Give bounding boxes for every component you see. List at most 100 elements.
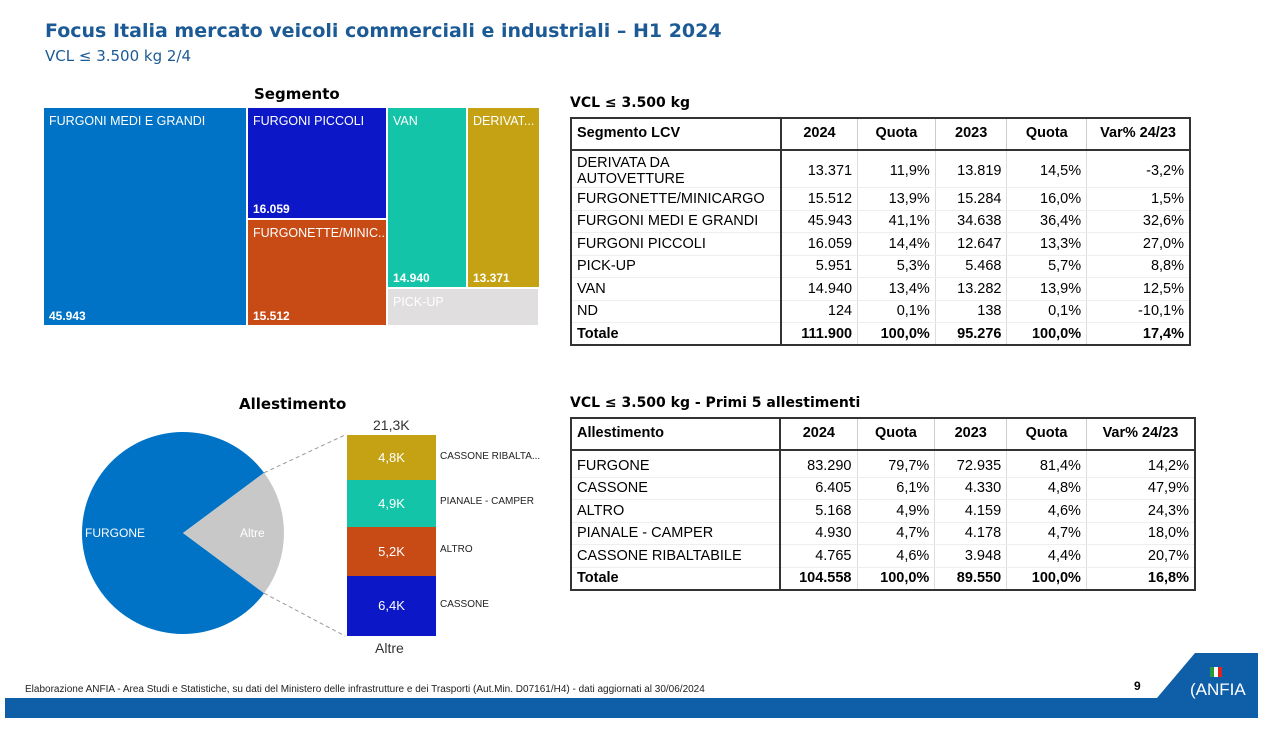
table-cell: 4,4% <box>1006 544 1087 568</box>
table-cell: 41,1% <box>857 210 936 233</box>
column-header[interactable]: Quota <box>857 118 936 151</box>
treemap-cell-label: FURGONI PICCOLI <box>253 114 365 128</box>
table-total-row: Totale 111.900 100,0% 95.276 100,0% 17,4% <box>571 322 1191 346</box>
breakdown-segment[interactable]: 6,4K <box>347 575 436 636</box>
column-header[interactable]: Var% 24/23 <box>1086 118 1191 151</box>
table-row: ND 124 0,1% 138 0,1% -10,1% <box>571 300 1191 323</box>
pie-slice[interactable] <box>82 432 265 634</box>
table-row: CASSONE RIBALTABILE 4.765 4,6% 3.948 4,4% 20,… <box>571 544 1196 568</box>
breakdown-segment[interactable]: 4,9K <box>347 480 436 527</box>
table-cell: 27,0% <box>1086 232 1191 256</box>
treemap-cell-value: 13.371 <box>473 271 510 285</box>
treemap-cell[interactable]: FURGONI MEDI E GRANDI 45.943 <box>44 108 246 325</box>
treemap-cell-value: 14.940 <box>393 271 430 285</box>
table-cell: 13,4% <box>857 277 936 301</box>
table-cell: 24,3% <box>1086 499 1196 523</box>
table-cell: 111.900 <box>780 322 859 346</box>
table-cell: 6.405 <box>780 477 858 500</box>
table-cell: 14,2% <box>1086 450 1196 478</box>
table-cell: 5.951 <box>780 255 859 278</box>
column-header[interactable]: Quota <box>857 418 936 451</box>
table-cell: 124 <box>780 300 859 323</box>
table-cell: 12,5% <box>1086 277 1191 301</box>
table-cell: 100,0% <box>857 566 936 590</box>
column-header[interactable]: 2024 <box>780 418 858 451</box>
breakdown-axis-label: Altre <box>375 640 404 656</box>
table-row: PIANALE - CAMPER 4.930 4,7% 4.178 4,7% 18,0% <box>571 522 1196 545</box>
column-header[interactable]: Allestimento <box>571 418 782 451</box>
column-header[interactable]: 2023 <box>934 418 1008 451</box>
table-cell: PICK-UP <box>571 255 782 278</box>
breakdown-segment-label: CASSONE RIBALTA... <box>440 450 541 462</box>
treemap-cell[interactable]: DERIVAT... 13.371 <box>468 108 539 287</box>
treemap-cell-label: DERIVAT... <box>473 114 535 128</box>
table-cell: 5,7% <box>1006 255 1088 278</box>
column-header[interactable]: 2023 <box>935 118 1008 151</box>
table-row: CASSONE 6.405 6,1% 4.330 4,8% 47,9% <box>571 477 1196 500</box>
treemap-cell[interactable]: VAN 14.940 <box>388 108 466 287</box>
treemap-title: Segmento <box>254 85 340 103</box>
table-cell: 5.168 <box>780 499 858 523</box>
treemap-cell[interactable]: PICK-UP <box>388 289 538 325</box>
table-cell: 17,4% <box>1086 322 1191 346</box>
footer-band <box>5 698 1255 718</box>
table-cell: 13.819 <box>935 150 1008 188</box>
treemap-cell-value: 16.059 <box>253 202 290 216</box>
table-cell: -10,1% <box>1086 300 1191 323</box>
treemap-cell[interactable]: FURGONETTE/MINIC... 15.512 <box>248 220 386 325</box>
table-cell: 0,1% <box>1006 300 1088 323</box>
pie-slice[interactable] <box>183 472 284 594</box>
table-cell: 20,7% <box>1086 544 1196 568</box>
table-cell: 100,0% <box>857 322 936 346</box>
table-cell: 83.290 <box>780 450 858 478</box>
table-cell: FURGONI PICCOLI <box>571 232 782 256</box>
allestimenti-table: Allestimento 2024 Quota 2023 Quota Var% 24/23… <box>570 417 1196 591</box>
breakdown-total: 21,3K <box>373 417 410 433</box>
table-cell: 6,1% <box>857 477 936 500</box>
page-subtitle: VCL ≤ 3.500 kg 2/4 <box>45 47 192 65</box>
table-cell: CASSONE <box>571 477 782 500</box>
table-cell: 32,6% <box>1086 210 1191 233</box>
table-row: DERIVATA DA AUTOVETTURE 13.371 11,9% 13.819… <box>571 150 1191 188</box>
table-cell: 1,5% <box>1086 187 1191 211</box>
table-cell: 13,9% <box>857 187 936 211</box>
table-cell: 79,7% <box>857 450 936 478</box>
table-row: PICK-UP 5.951 5,3% 5.468 5,7% 8,8% <box>571 255 1191 278</box>
table-cell: 4.178 <box>934 522 1008 545</box>
pie-slice-label: FURGONE <box>85 526 145 540</box>
table-cell: 14.940 <box>780 277 859 301</box>
column-header[interactable]: Quota <box>1006 418 1087 451</box>
table-cell: 36,4% <box>1006 210 1088 233</box>
treemap-cell-label: FURGONETTE/MINIC... <box>253 226 386 240</box>
table-cell: 4,6% <box>1006 499 1087 523</box>
table-cell: 4.159 <box>934 499 1008 523</box>
table-header-row: Segmento LCV 2024 Quota 2023 Quota Var% 24/23 <box>571 118 1191 151</box>
table-cell: 18,0% <box>1086 522 1196 545</box>
breakdown-segment[interactable]: 5,2K <box>347 526 436 576</box>
table-cell: 12.647 <box>935 232 1008 256</box>
table-cell: 11,9% <box>857 150 936 188</box>
table-cell: 47,9% <box>1086 477 1196 500</box>
treemap-cell-label: VAN <box>393 114 418 128</box>
column-header[interactable]: Var% 24/23 <box>1086 418 1196 451</box>
table-cell: -3,2% <box>1086 150 1191 188</box>
table-header-row: Allestimento 2024 Quota 2023 Quota Var% 24/23 <box>571 418 1196 451</box>
page-number: 9 <box>1134 679 1141 693</box>
treemap-cell[interactable]: FURGONI PICCOLI 16.059 <box>248 108 386 218</box>
table-cell: 4.330 <box>934 477 1008 500</box>
column-header[interactable]: 2024 <box>780 118 859 151</box>
breakdown-segment[interactable]: 4,8K <box>347 435 436 481</box>
table-cell: 4,6% <box>857 544 936 568</box>
table-cell: 100,0% <box>1006 566 1087 590</box>
pie-chart: FURGONE Altre <box>82 432 346 637</box>
column-header[interactable]: Segmento LCV <box>571 118 782 151</box>
treemap-cell-label: PICK-UP <box>393 295 444 309</box>
table-cell: 34.638 <box>935 210 1008 233</box>
column-header[interactable]: Quota <box>1006 118 1088 151</box>
table-cell: 15.284 <box>935 187 1008 211</box>
segmento-table: Segmento LCV 2024 Quota 2023 Quota Var% 24/23… <box>570 117 1191 346</box>
table-cell: 5,3% <box>857 255 936 278</box>
breakdown-segment-label: PIANALE - CAMPER <box>440 496 534 508</box>
table-cell: Totale <box>571 566 782 590</box>
table-cell: FURGONETTE/MINICARGO <box>571 187 782 211</box>
